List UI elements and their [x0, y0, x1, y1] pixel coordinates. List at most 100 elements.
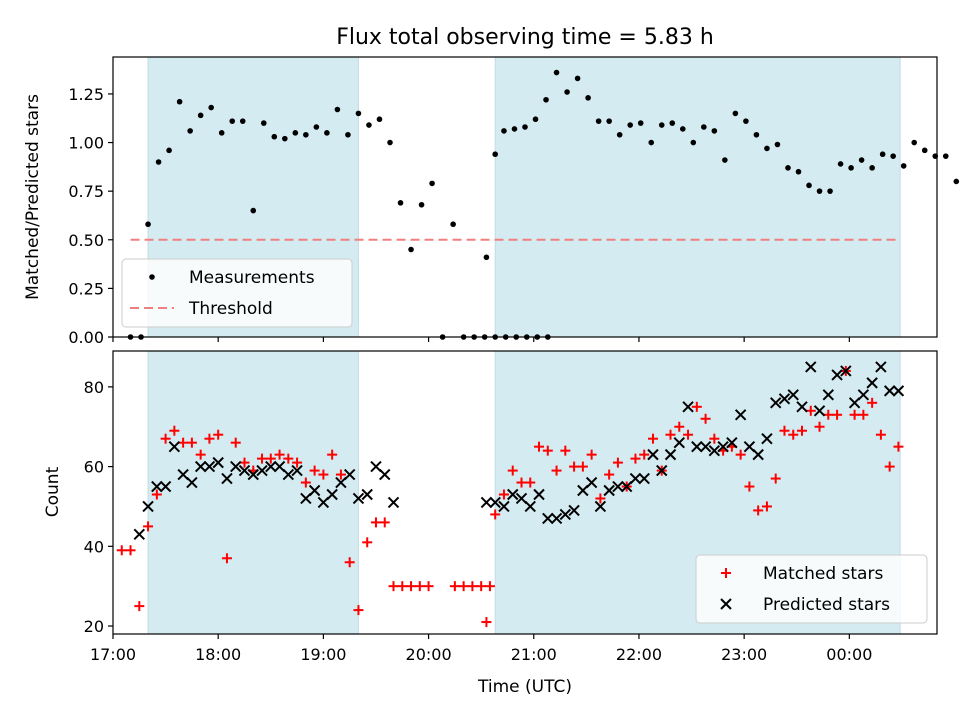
predicted-star-marker	[796, 401, 808, 413]
matched-star-marker	[674, 421, 685, 432]
x-tick-label: 17:00	[90, 645, 136, 664]
predicted-star-marker	[831, 369, 843, 381]
matched-star-marker	[612, 457, 623, 468]
matched-star-marker	[560, 445, 571, 456]
predicted-star-marker	[594, 500, 607, 513]
predicted-star-marker	[230, 460, 242, 473]
matched-star-marker	[586, 449, 597, 460]
measurement-point	[303, 131, 309, 138]
predicted-star-marker	[769, 397, 782, 409]
matched-star-marker	[604, 469, 615, 480]
predicted-star-marker	[352, 492, 365, 505]
top-axes-frame	[112, 56, 938, 338]
top-y-tick-label: 0.00	[68, 328, 104, 347]
measurement-point	[679, 126, 686, 132]
predicted-star-marker	[568, 504, 580, 517]
top-y-tick-label: 1.25	[68, 85, 104, 104]
measurement-point	[564, 89, 570, 95]
measurement-point	[816, 188, 823, 194]
predicted-star-marker	[848, 397, 861, 409]
predicted-star-marker	[151, 480, 163, 493]
matched-star-marker	[665, 429, 676, 440]
measurement-point	[701, 124, 707, 130]
predicted-star-marker	[212, 456, 224, 469]
measurement-point	[355, 110, 362, 117]
measurement-point	[658, 122, 665, 128]
predicted-star-marker	[186, 476, 198, 489]
predicted-star-marker	[673, 436, 685, 449]
matched-star-marker	[335, 469, 346, 480]
predicted-star-marker	[840, 365, 852, 377]
legend-measurement-swatch	[149, 274, 155, 280]
predicted-star-marker	[498, 500, 510, 513]
x-tick-label: 23:00	[721, 645, 767, 664]
predicted-star-marker	[542, 512, 554, 525]
measurement-point	[418, 201, 425, 208]
predicted-star-marker	[256, 464, 268, 477]
x-tick-label: 18:00	[195, 645, 241, 664]
matched-star-marker	[490, 509, 501, 520]
matched-star-marker	[805, 405, 816, 416]
matched-star-marker	[875, 429, 886, 440]
matched-star-marker	[151, 489, 162, 500]
measurement-point	[522, 124, 528, 130]
matched-star-marker	[770, 473, 781, 484]
measurement-point	[376, 116, 383, 123]
x-tick-label: 19:00	[300, 645, 346, 664]
legend-label: Measurements	[189, 268, 315, 288]
matched-star-marker	[569, 461, 580, 472]
predicted-star-marker	[238, 464, 251, 477]
predicted-star-marker	[480, 496, 493, 509]
predicted-star-marker	[708, 444, 721, 457]
top-shaded-interval-1	[494, 56, 901, 338]
predicted-star-marker	[892, 385, 905, 397]
predicted-star-marker	[203, 460, 216, 473]
matched-star-marker	[691, 401, 702, 412]
measurement-point	[806, 182, 812, 189]
matched-star-marker	[753, 505, 764, 516]
matched-star-marker	[143, 521, 154, 532]
matched-star-marker	[516, 477, 527, 488]
matched-star-marker	[292, 457, 303, 468]
matched-star-marker	[867, 397, 878, 408]
matched-star-marker	[178, 437, 189, 448]
predicted-star-marker	[638, 472, 650, 485]
measurement-point	[197, 112, 204, 119]
matched-star-marker	[362, 537, 373, 548]
measurement-point	[869, 165, 875, 171]
chart-title: Flux total observing time = 5.83 h	[336, 25, 714, 50]
predicted-star-marker	[507, 488, 519, 501]
predicted-star-marker	[489, 496, 501, 509]
matched-star-marker	[344, 557, 355, 568]
measurement-point	[711, 128, 718, 134]
measurement-point	[953, 178, 960, 185]
x-tick-label: 21:00	[511, 645, 557, 664]
matched-star-marker	[458, 581, 469, 592]
matched-star-marker	[379, 517, 390, 528]
measurement-point	[690, 139, 697, 146]
predicted-star-marker	[857, 389, 870, 401]
bottom-shaded-interval-0	[147, 350, 359, 635]
matched-star-marker	[239, 457, 250, 468]
measurement-point	[732, 110, 739, 117]
predicted-star-marker	[883, 385, 896, 397]
predicted-star-marker	[317, 496, 330, 509]
bottom-y-tick-label: 80	[84, 378, 104, 397]
top-y-axis-label: Matched/Predicted stars	[23, 94, 43, 300]
predicted-star-marker	[550, 512, 563, 525]
predicted-star-marker	[177, 468, 189, 481]
matched-star-marker	[700, 413, 711, 424]
predicted-star-marker	[743, 440, 756, 453]
matched-star-marker	[274, 449, 285, 460]
measurement-point	[208, 104, 214, 111]
matched-star-marker	[423, 581, 434, 592]
measurement-point	[397, 200, 404, 206]
measurement-point	[408, 246, 414, 253]
measurement-point	[890, 153, 896, 159]
predicted-star-marker	[664, 448, 677, 461]
legend-label: Predicted stars	[763, 595, 890, 615]
measurement-point	[543, 96, 549, 103]
matched-star-marker	[327, 449, 338, 460]
predicted-star-marker	[524, 500, 536, 513]
